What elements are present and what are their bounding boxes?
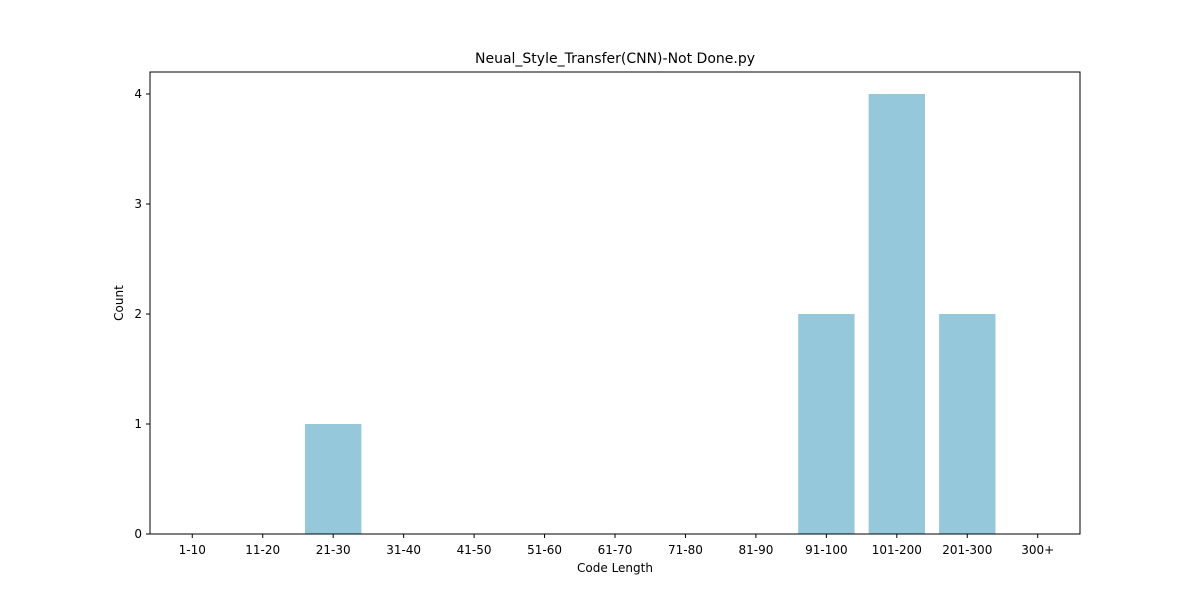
x-tick-label: 61-70 [598,543,633,557]
x-tick-label: 21-30 [316,543,351,557]
y-tick-label: 3 [134,197,142,211]
x-tick-label: 41-50 [457,543,492,557]
x-tick-label: 91-100 [805,543,848,557]
x-tick-label: 300+ [1021,543,1054,557]
x-axis-label: Code Length [577,561,653,575]
bar-201-300 [939,314,996,534]
y-axis-label: Count [112,285,126,321]
x-tick-label: 101-200 [872,543,922,557]
y-axis-ticks: 0 1 2 3 4 [134,87,150,541]
y-tick-label: 0 [134,527,142,541]
x-tick-label: 11-20 [245,543,280,557]
plot-frame [149,71,1081,535]
x-axis-ticks: 1-10 11-20 21-30 31-40 41-50 51-60 61-70 71-80 8… [179,534,1054,557]
bar-101-200 [868,94,925,534]
chart-title: Neual_Style_Transfer(CNN)-Not Done.py [475,51,755,67]
y-tick-label: 4 [134,87,142,101]
bar-21-30 [305,424,362,534]
x-tick-label: 1-10 [179,543,206,557]
bars-layer [305,94,996,534]
bar-91-100 [798,314,855,534]
x-tick-label: 31-40 [386,543,421,557]
x-tick-label: 71-80 [668,543,703,557]
x-tick-label: 51-60 [527,543,562,557]
x-tick-label: 81-90 [738,543,773,557]
y-tick-label: 2 [134,307,142,321]
x-tick-label: 201-300 [942,543,992,557]
y-tick-label: 1 [134,417,142,431]
